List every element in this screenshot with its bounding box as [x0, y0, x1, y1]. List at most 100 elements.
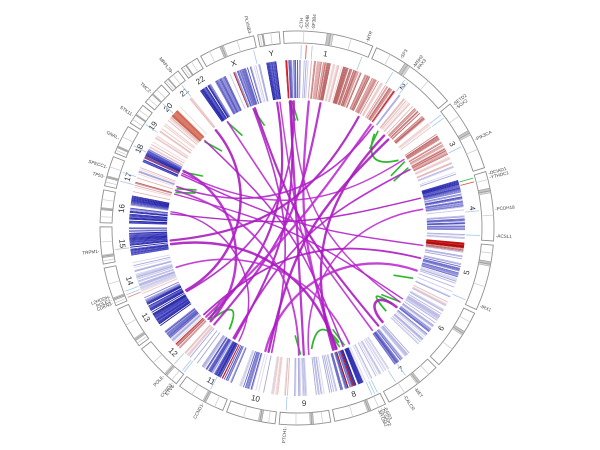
chromosome-label-2: 2	[398, 82, 407, 92]
green-tick	[390, 161, 406, 177]
gene-label-TMC2: TMC2-	[139, 81, 153, 95]
centromere-16	[100, 208, 114, 212]
chromosome-label-10: 10	[250, 393, 261, 404]
gene-label-CTH: -CTH	[299, 18, 304, 29]
link-8-15	[169, 241, 338, 350]
gene-label-PCDH18: -PCDH18	[495, 205, 515, 212]
chromosome-label-9: 9	[302, 399, 307, 408]
chromosome-15	[99, 226, 116, 265]
gene-label-SP3: -SP3	[399, 48, 409, 60]
label-ticks-track	[115, 45, 480, 411]
link-5-10	[264, 262, 418, 353]
chromosome-18	[114, 125, 140, 158]
link-2-8	[319, 134, 386, 351]
gene-label-SPECC1: SPECC1-	[88, 159, 109, 170]
chromosome-20	[144, 84, 171, 111]
link-3-18	[181, 158, 405, 202]
gene-label-PIK3CA: -PIK3CA	[474, 129, 493, 142]
chromosome-label-8: 8	[350, 389, 358, 399]
chromosome-label-4: 4	[468, 206, 478, 212]
centromere-4	[477, 187, 491, 194]
centromere-7	[410, 371, 421, 384]
heatmap-block-8	[340, 350, 354, 387]
gene-label-SF3B4: -SF3B4	[311, 14, 317, 30]
chromosome-label-X: X	[230, 58, 239, 69]
gene-label-CCND1: CCND1-	[192, 402, 205, 420]
link-13-21	[185, 129, 242, 292]
gene-label-L2HGDH: L2HGDH-	[90, 294, 111, 306]
gene-label-EGR3: -EGR3	[382, 406, 393, 421]
chromosome-17	[104, 156, 126, 189]
chromosome-2	[371, 47, 449, 110]
chromosome-label-Y: Y	[268, 49, 275, 59]
gene-label-MET: -MET	[413, 387, 424, 399]
link-7-22	[226, 120, 374, 332]
green-link	[213, 308, 235, 330]
chromosome-12	[140, 341, 185, 385]
heatmap-block-20	[171, 109, 205, 142]
chromosome-X	[200, 35, 257, 68]
link-1-12	[213, 102, 322, 326]
chromosome-5	[464, 243, 494, 311]
chromosome-label-20: 20	[162, 101, 175, 114]
chromosome-label-19: 19	[147, 119, 160, 132]
chromosome-label-11: 11	[205, 375, 217, 387]
heatmap-block-11	[221, 344, 240, 379]
centromere-10	[259, 409, 265, 423]
cnv-heatmap-track	[128, 59, 466, 396]
green-tick	[393, 274, 414, 279]
gene-label-PTCH1: PTCH1-	[281, 426, 287, 443]
chromosome-13	[117, 303, 150, 347]
link-6-7	[373, 298, 398, 324]
centromere-2	[398, 62, 408, 76]
chromosome-8	[331, 392, 387, 422]
chromosome-label-15: 15	[117, 239, 127, 249]
chromosome-Y	[257, 31, 281, 48]
gene-label-GNAL: GNAL-	[106, 130, 121, 141]
link-9-17	[174, 189, 300, 356]
green-tick	[381, 293, 401, 303]
heatmap-block-X	[233, 72, 249, 108]
centromere-6	[452, 324, 465, 334]
gene-label-POLE: POLE-	[152, 374, 165, 388]
chromosome-label-14: 14	[124, 275, 135, 287]
chromosome-label-3: 3	[447, 140, 457, 149]
chromosome-label-6: 6	[436, 323, 446, 332]
gene-label-PLXNB3: PLXNB3-	[243, 15, 253, 35]
link-Y-12	[207, 101, 284, 321]
centromere-3	[457, 130, 470, 139]
gene-label-MTR: -MTR	[365, 30, 374, 43]
centromere-13	[134, 332, 146, 342]
chromosome-label-16: 16	[117, 203, 127, 213]
link-5-18	[180, 174, 424, 247]
gene-label-OCIAD1: -OCIAD1	[488, 166, 508, 176]
gene-label-STK11: STK11-	[119, 105, 135, 118]
chromosome-7	[382, 358, 437, 403]
gene-label-MRPL39: MRPL39-	[158, 56, 174, 75]
gene-label-YTHDC1: -YTHDC1	[489, 170, 510, 180]
green-link	[310, 328, 340, 350]
gene-label-TP53: TP53-	[92, 171, 106, 179]
chromosome-label-1: 1	[323, 49, 329, 59]
centromere-8	[364, 399, 372, 412]
chromosome-label-21: 21	[178, 86, 191, 99]
gene-label-SDHB: -SDHB	[304, 15, 310, 30]
heatmap-block-12	[175, 317, 204, 345]
link-10-2	[267, 138, 390, 353]
gene-label-ACSL1: -ACSL1	[496, 233, 513, 239]
gene-label-TRPM1: TRPM1-	[82, 249, 100, 256]
chromosome-21	[163, 70, 186, 92]
chromosome-label-22: 22	[194, 74, 207, 87]
chromosome-16	[99, 189, 117, 224]
link-4-9	[307, 208, 424, 356]
gene-label-CALCR: -CALCR	[402, 394, 416, 412]
centromere-5	[478, 259, 492, 265]
gene-label-POLE2: POLE2-	[95, 298, 112, 309]
green-link	[370, 133, 399, 163]
chromosome-label-17: 17	[123, 171, 134, 183]
centromere-11	[203, 390, 212, 403]
chromosome-label-13: 13	[140, 311, 153, 324]
chromosome-label-12: 12	[167, 346, 180, 359]
